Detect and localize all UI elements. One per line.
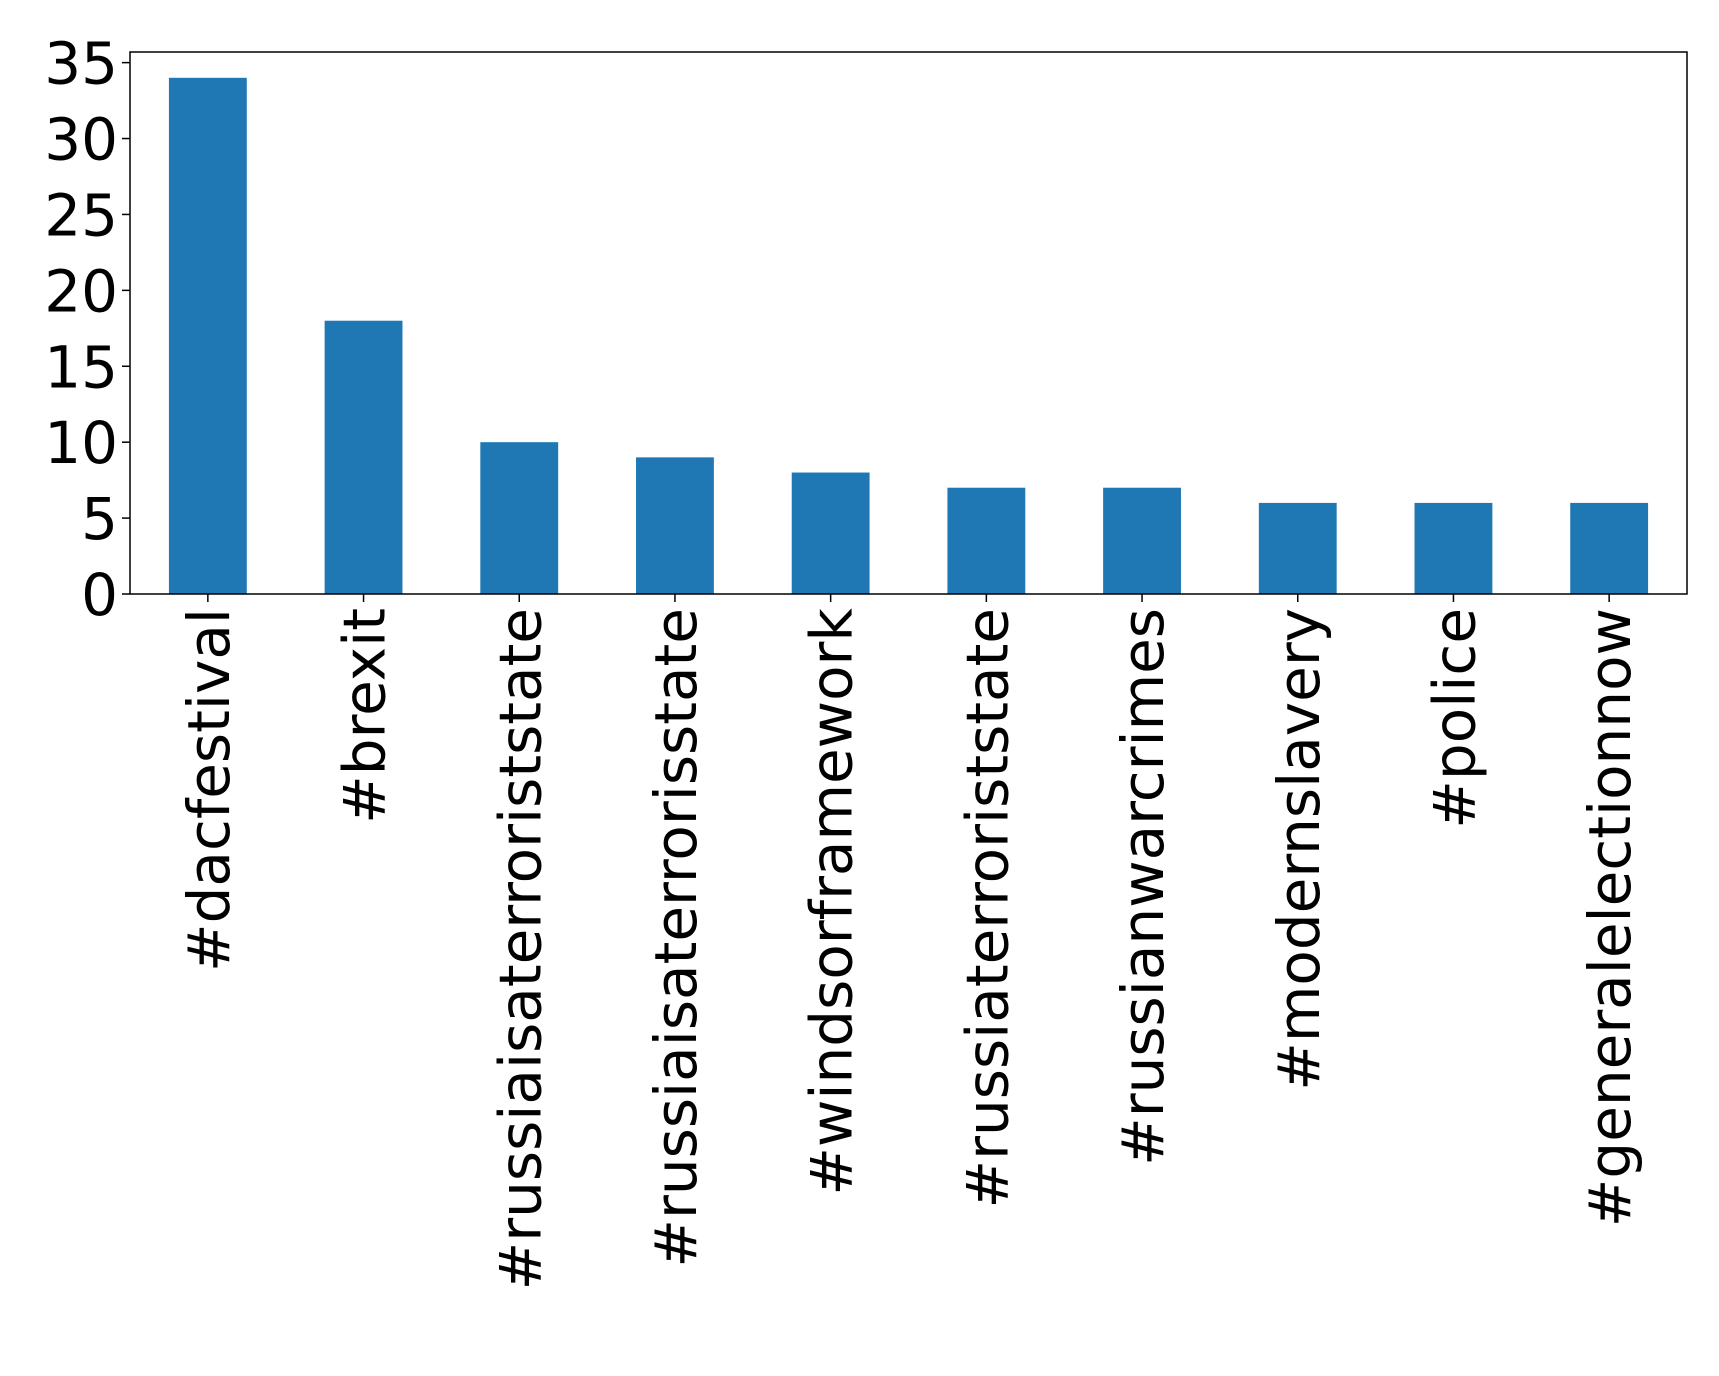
y-tick-label: 35 [44, 30, 118, 98]
bar [168, 77, 247, 595]
bar [324, 320, 403, 594]
y-tick-label: 30 [44, 106, 118, 174]
bar [1258, 502, 1337, 594]
x-tick-label: #russiaisaterroriststate [486, 608, 554, 1290]
y-tick-label: 0 [81, 561, 118, 629]
x-tick-label: #brexit [331, 608, 399, 824]
x-tick-label: #russiaterroriststate [953, 608, 1021, 1208]
bar [480, 442, 559, 594]
bar [1103, 487, 1181, 594]
x-tick-label: #modernslavery [1265, 608, 1333, 1091]
y-tick-label: 5 [81, 485, 118, 553]
bar [636, 457, 714, 594]
y-tick-label: 15 [44, 333, 118, 401]
bar [947, 487, 1026, 594]
y-tick-label: 20 [44, 257, 118, 325]
bar [1570, 502, 1649, 594]
x-tick-label: #generalelectionnow [1576, 608, 1644, 1227]
x-tick-label: #police [1420, 608, 1488, 829]
x-tick-label: #russianwarcrimes [1109, 608, 1177, 1166]
plot-frame [129, 51, 1688, 595]
x-tick-label: #russiaisaterrorisstate [642, 608, 710, 1268]
bar [1414, 502, 1493, 594]
y-tick-label: 10 [44, 409, 118, 477]
y-tick-label: 25 [44, 181, 118, 249]
x-tick-label: #windsorframework [798, 608, 866, 1196]
bar [791, 472, 870, 594]
x-tick-label: #dacfestival [175, 608, 243, 972]
